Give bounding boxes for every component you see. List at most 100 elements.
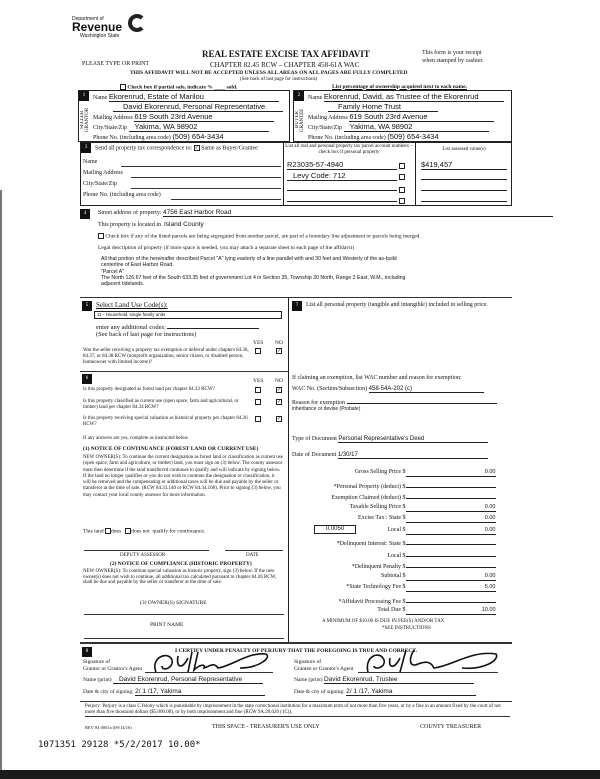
currency: $ <box>402 495 406 501</box>
logo-line2: Revenue <box>72 20 123 34</box>
phone-label: Phone No. (including area code) <box>93 135 171 141</box>
fee-row: Local $0.00 <box>296 526 496 535</box>
assessed-value[interactable] <box>421 182 507 191</box>
grantor-date-city[interactable]: 2/ 1 /17, Yakima <box>135 688 266 696</box>
buyer-address[interactable]: 619 South 23rd Avenue <box>349 112 495 122</box>
fee-value[interactable] <box>405 549 496 557</box>
form-title: REAL ESTATE EXCISE TAX AFFIDAVIT <box>202 49 370 59</box>
street-label: Street address of property: <box>98 210 162 216</box>
fee-value[interactable]: 0.00 <box>405 527 496 535</box>
see-back-note: (See back of last page for instructions) <box>96 331 197 338</box>
fee-value[interactable]: 0.00 <box>405 515 496 523</box>
fee-value[interactable]: 0.00 <box>405 504 496 512</box>
legal-label: Legal description of property (if more s… <box>98 245 354 251</box>
grantee-print-name[interactable]: David Ekorenrud, Trustee <box>323 676 474 684</box>
parcel-number[interactable]: R23035-57-4940 <box>287 160 397 170</box>
county[interactable]: Island County <box>164 221 204 228</box>
seller-name[interactable]: Ekorenrud, Estate of Marilou <box>108 92 279 102</box>
parcel-number[interactable] <box>287 193 397 202</box>
fee-value[interactable]: 0.00 <box>405 573 496 581</box>
no-checkbox[interactable]: ✓ <box>276 416 282 422</box>
land-use-select[interactable]: 11 - Household, single family units <box>94 311 282 319</box>
no-header: NO <box>275 340 283 346</box>
no-header: NO <box>275 378 283 384</box>
seller-phone[interactable]: (509) 654-3434 <box>172 132 273 142</box>
seller-name-2[interactable]: David Ekorenrud, Personal Representative <box>113 102 283 112</box>
fee-row: *Delinquent Penalty $ <box>296 560 496 571</box>
address-label: Mailing Address <box>93 115 133 121</box>
partial-sale[interactable]: Check box if partial sale, indicate % __… <box>120 83 237 90</box>
sig-label: Signature of <box>294 659 322 665</box>
notice-compliance-title: (2) NOTICE OF COMPLIANCE (HISTORIC PROPE… <box>110 561 252 567</box>
personal-property-checkbox[interactable] <box>398 173 405 180</box>
this-land-label: This land <box>83 528 104 535</box>
yes-checkbox[interactable] <box>255 399 261 405</box>
fee-value[interactable]: 5.00 <box>405 584 496 592</box>
grantor-print-name[interactable]: David Ekorenrud, Personal Representative <box>112 676 263 684</box>
doc-type[interactable]: Personal Representative's Deed <box>338 436 489 443</box>
personal-property-checkbox[interactable] <box>398 162 405 169</box>
parcel-number[interactable]: Levy Code: 712 <box>287 171 397 181</box>
street-address[interactable]: 4756 East Harbor Road <box>162 209 553 217</box>
fee-value[interactable]: 10.00 <box>405 607 496 615</box>
seller-address[interactable]: 619 South 23rd Avenue <box>134 112 275 122</box>
same-checkbox[interactable]: ✓ <box>193 145 200 151</box>
fee-value[interactable]: 0.00 <box>405 469 496 477</box>
fee-value[interactable] <box>405 595 496 603</box>
additional-codes-input[interactable] <box>167 321 260 329</box>
does-not-checkbox[interactable] <box>125 528 132 534</box>
partial-sale-checkbox[interactable] <box>120 83 126 90</box>
fee-value[interactable] <box>405 537 496 545</box>
assessed-value[interactable] <box>421 171 507 180</box>
city-label: City/State/Zip <box>83 181 117 187</box>
city-label: City/State/Zip <box>93 125 127 131</box>
deputy-assessor-label: DEPUTY ASSESSOR <box>120 553 166 558</box>
buyer-city[interactable]: Yakima, WA 98902 <box>343 122 489 132</box>
legal-line: adjacent tidelands. <box>101 281 145 288</box>
exemption-label: If claiming an exemption, list WAC numbe… <box>292 375 462 381</box>
county-treasurer: COUNTY TREASURER <box>420 724 482 730</box>
name-label: Name (print) <box>83 677 112 683</box>
exemption-reason[interactable]: inheritance or devise (Probate) <box>292 406 361 412</box>
seller-city[interactable]: Yakima, WA 98902 <box>128 122 269 132</box>
legal-line: All that portion of the hereinafter desc… <box>101 256 397 262</box>
see-back: (See back of last page for instructions) <box>240 77 318 82</box>
personal-property-checkbox[interactable] <box>398 197 405 204</box>
notice-continuance-title: (1) NOTICE OF CONTINUANCE (FOREST LAND O… <box>83 446 259 452</box>
no-checkbox[interactable]: ✓ <box>276 387 282 393</box>
assessed-value[interactable] <box>421 193 507 202</box>
yes-checkbox[interactable] <box>255 387 261 393</box>
buyer-phone[interactable]: (509) 654-3434 <box>387 132 493 142</box>
yes-checkbox[interactable] <box>255 348 261 354</box>
grantee-date-city[interactable]: 2/ 1 /17, Yakima <box>346 688 477 696</box>
does-checkbox[interactable] <box>105 528 111 534</box>
fee-row: Exemption Claimed (deduct) $ <box>296 491 496 502</box>
doc-type-label: Type of Document <box>292 436 337 442</box>
legal-description[interactable]: All that portion of the hereinafter desc… <box>101 256 405 287</box>
fee-row: Local $ <box>296 549 496 560</box>
address-label: Mailing Address <box>83 170 123 176</box>
sig-label: Grantor or Grantor's Agent <box>83 666 143 672</box>
buyer-name-2[interactable]: Family Home Trust <box>328 102 438 112</box>
assessed-value[interactable]: $419,457 <box>421 160 507 170</box>
local-rate[interactable]: 0.0050 <box>314 525 356 534</box>
fee-value[interactable] <box>405 560 496 568</box>
land-use-title: Select Land Use Code(s): <box>96 301 168 309</box>
parcel-number[interactable] <box>287 182 397 191</box>
doc-date[interactable]: 1/30/17 <box>337 452 488 459</box>
fee-label: Total Due <box>377 607 401 613</box>
fee-value[interactable] <box>405 480 496 488</box>
wac-number[interactable]: 458-54A-202 (c) <box>368 386 484 393</box>
segregated-checkbox[interactable] <box>98 233 104 239</box>
no-checkbox[interactable]: ✓ <box>276 399 282 405</box>
buyer-name[interactable]: Ekorenrud, David, as Trustee of the Ekor… <box>323 92 504 102</box>
fee-value[interactable] <box>405 491 496 499</box>
yes-checkbox[interactable] <box>255 416 261 422</box>
personal-property-checkbox[interactable] <box>398 186 405 193</box>
section-number: 5 <box>82 301 92 311</box>
grantee-signature[interactable] <box>362 646 502 676</box>
grantor-signature[interactable] <box>148 646 273 676</box>
no-checkbox[interactable]: ✓ <box>276 348 282 354</box>
phone-label: Phone No. (including area code) <box>83 192 161 198</box>
currency: $ <box>402 552 406 559</box>
